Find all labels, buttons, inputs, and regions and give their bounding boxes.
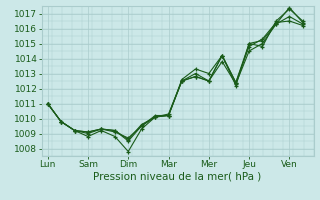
X-axis label: Pression niveau de la mer( hPa ): Pression niveau de la mer( hPa ) — [93, 172, 262, 182]
